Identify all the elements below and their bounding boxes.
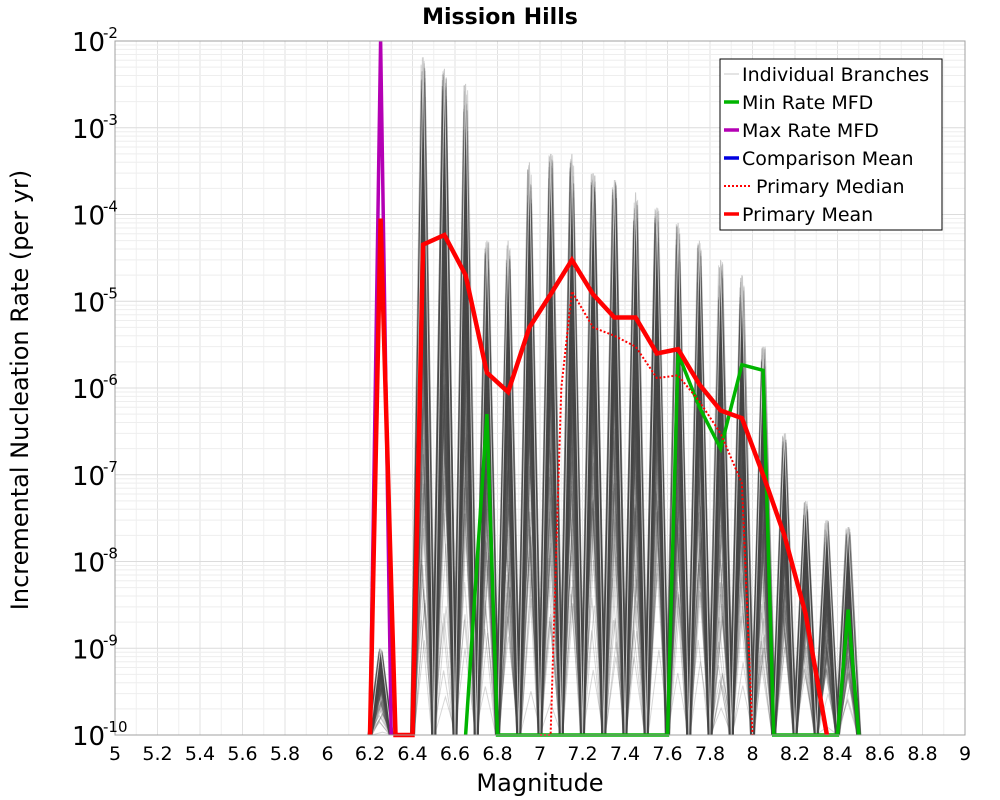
x-tick-label: 7.8 — [695, 743, 725, 765]
individual-branch-line — [369, 63, 861, 736]
x-tick-label: 7 — [534, 743, 546, 765]
x-tick-label: 7.4 — [610, 743, 640, 765]
y-tick-base: 10 — [72, 375, 105, 405]
y-tick-exponent: -5 — [103, 284, 118, 302]
individual-branch-line — [371, 171, 858, 736]
x-tick-label: 5.4 — [185, 743, 215, 765]
y-tick-exponent: -9 — [103, 631, 118, 649]
x-tick-label: 8.4 — [822, 743, 852, 765]
legend-box — [719, 58, 943, 231]
x-tick-label: 8 — [746, 743, 758, 765]
x-axis-title: Magnitude — [476, 769, 603, 797]
x-tick-label: 6.8 — [482, 743, 512, 765]
individual-branch-line — [369, 152, 860, 736]
y-tick-base: 10 — [72, 549, 105, 579]
series-line-5 — [367, 218, 830, 738]
x-tick-label: 8.2 — [780, 743, 810, 765]
x-tick-label: 7.2 — [567, 743, 597, 765]
x-tick-label: 5.6 — [227, 743, 257, 765]
x-tick-label: 6.2 — [355, 743, 385, 765]
legend-label: Max Rate MFD — [742, 120, 879, 142]
y-tick-base: 10 — [72, 115, 105, 145]
y-tick-base: 10 — [72, 202, 105, 232]
y-tick-base: 10 — [72, 288, 105, 318]
y-tick-exponent: -7 — [103, 458, 118, 476]
y-tick-exponent: -4 — [103, 198, 118, 216]
grid — [114, 41, 966, 736]
x-tick-label: 5 — [109, 743, 121, 765]
individual-branch-line — [371, 165, 859, 736]
plot-area — [367, 40, 862, 738]
y-tick-base: 10 — [72, 722, 105, 752]
y-tick-exponent: -3 — [103, 111, 118, 129]
y-tick-exponent: -6 — [103, 371, 118, 389]
x-tick-label: 5.2 — [142, 743, 172, 765]
x-tick-label: 6 — [321, 743, 333, 765]
x-tick-label: 8.8 — [907, 743, 937, 765]
legend-label: Individual Branches — [742, 64, 929, 86]
x-tick-label: 6.6 — [440, 743, 470, 765]
y-tick-exponent: -2 — [103, 24, 118, 42]
y-tick-exponent: -10 — [103, 718, 128, 736]
y-axis-title: Incremental Nucleation Rate (per yr) — [6, 170, 34, 610]
individual-branch-line — [369, 101, 859, 736]
legend-label: Primary Mean — [742, 204, 873, 226]
series-line-4 — [540, 288, 754, 736]
x-tick-label: 9 — [959, 743, 971, 765]
legend: Individual Branches Min Rate MFD Max Rate … — [719, 58, 943, 231]
legend-label: Min Rate MFD — [742, 92, 873, 114]
y-tick-base: 10 — [72, 462, 105, 492]
individual-branch-line — [367, 213, 859, 736]
legend-label: Comparison Mean — [742, 148, 914, 170]
x-tick-label: 7.6 — [652, 743, 682, 765]
individual-branch-line — [370, 168, 859, 736]
y-tick-base: 10 — [72, 635, 105, 665]
y-tick-exponent: -8 — [103, 545, 118, 563]
x-tick-label: 5.8 — [270, 743, 300, 765]
legend-label: Primary Median — [756, 176, 905, 198]
x-tick-label: 6.4 — [397, 743, 427, 765]
x-tick-labels: 5 5.2 5.4 5.6 5.8 6 6.2 6.4 6.6 6.8 7 7.2 7.4 7.6 7.8 8… — [109, 743, 971, 765]
y-tick-base: 10 — [72, 28, 105, 58]
individual-branch-line — [368, 157, 860, 736]
chart-title: Mission Hills — [422, 5, 578, 30]
x-tick-label: 8.6 — [865, 743, 895, 765]
branch-envelope-line — [369, 57, 860, 736]
plot-frame — [114, 40, 966, 736]
